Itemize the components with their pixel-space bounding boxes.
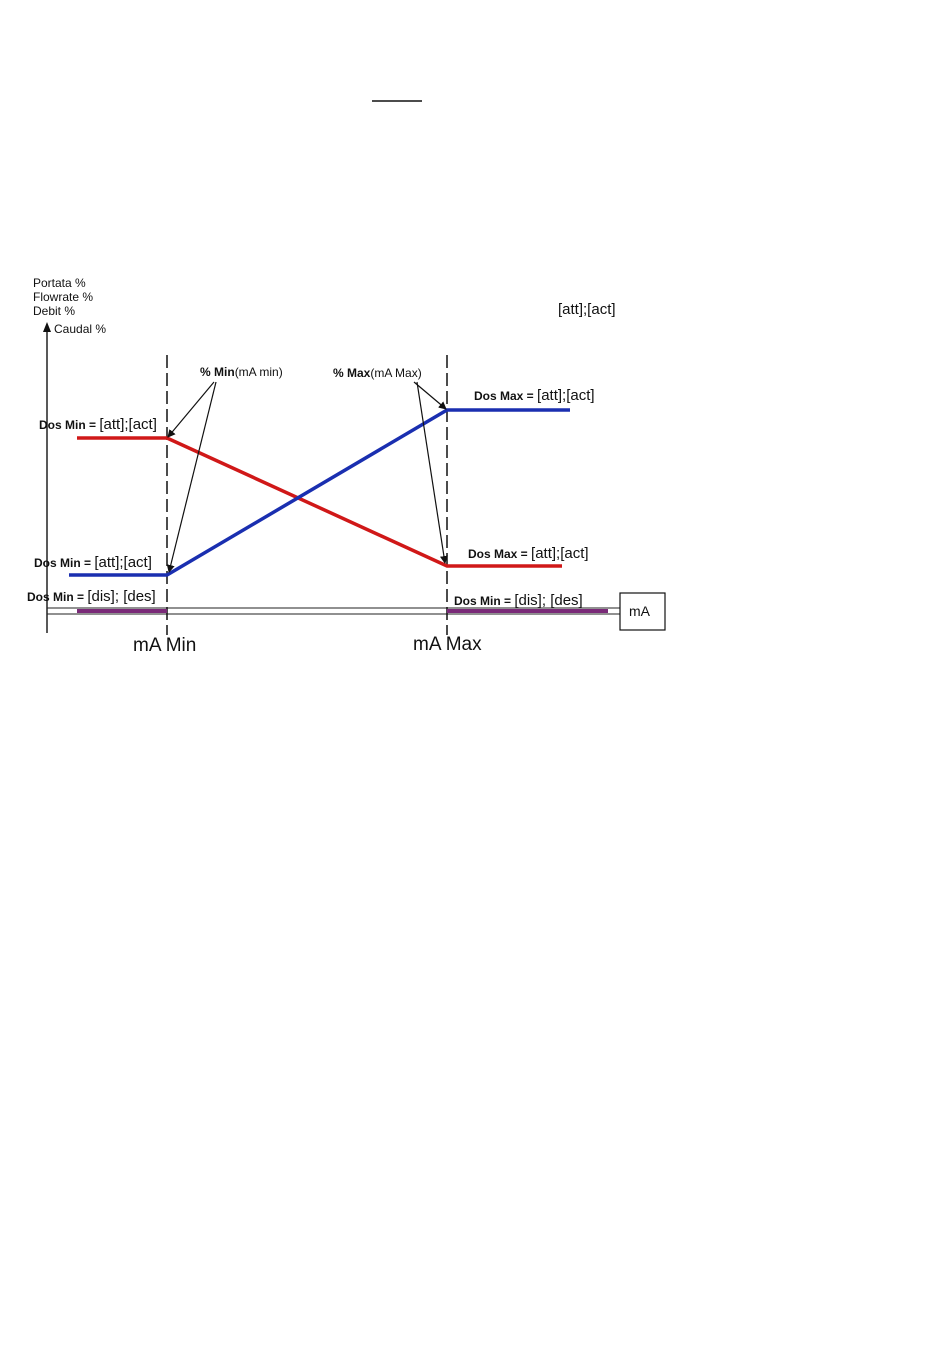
dos-min-dis-label: Dos Min = [dis]; [des] xyxy=(27,588,156,605)
pct-max-arrow-upper xyxy=(413,381,447,410)
dos-min-red-label: Dos Min = [att];[act] xyxy=(39,416,157,433)
pct-max-prefix: % xyxy=(333,366,347,380)
dos-min-dis-right-label: Dos Min = [dis]; [des] xyxy=(454,592,583,609)
pct-max-arrow-lower xyxy=(416,381,448,564)
pct-max-bold: Max xyxy=(347,366,371,380)
pct-min-suffix: (mA min) xyxy=(235,365,283,379)
dos-min-blue-prefix: Dos Min = xyxy=(34,556,94,570)
pct-min-arrow-upper xyxy=(167,381,215,438)
dos-min-red-prefix: Dos Min = xyxy=(39,418,99,432)
dos-max-blue-value: [att];[act] xyxy=(537,387,595,404)
dos-max-red-prefix: Dos Max = xyxy=(468,547,531,561)
dos-min-dis-right-value: [dis]; [des] xyxy=(514,592,582,609)
dos-max-blue-prefix: Dos Max = xyxy=(474,389,537,403)
ma-max-label: mA Max xyxy=(413,634,482,655)
blue-dosing-line xyxy=(69,408,570,577)
pct-max-annotation: % Max(mA Max) xyxy=(333,366,422,380)
y-label-flowrate: Flowrate % xyxy=(33,290,93,304)
dos-min-dis-prefix: Dos Min = xyxy=(27,590,87,604)
ma-min-label: mA Min xyxy=(133,635,196,656)
y-axis-arrow xyxy=(43,322,51,332)
y-label-portata: Portata % xyxy=(33,276,86,290)
ma-unit-label: mA xyxy=(629,603,651,619)
y-label-debit: Debit % xyxy=(33,304,75,318)
dos-max-blue-label: Dos Max = [att];[act] xyxy=(474,387,595,404)
dos-max-red-value: [att];[act] xyxy=(531,545,589,562)
dos-min-blue-value: [att];[act] xyxy=(94,554,152,571)
red-dosing-line xyxy=(77,436,562,568)
dos-min-dis-value: [dis]; [des] xyxy=(87,588,155,605)
pct-min-annotation: % Min(mA min) xyxy=(200,365,283,379)
dos-min-red-value: [att];[act] xyxy=(99,416,157,433)
ma-unit-box xyxy=(619,592,666,631)
pct-min-arrow-lower xyxy=(166,381,217,573)
dos-max-red-label: Dos Max = [att];[act] xyxy=(468,545,589,562)
mode-label: [att];[act] xyxy=(558,301,616,318)
dos-min-dis-right-prefix: Dos Min = xyxy=(454,594,514,608)
pct-min-prefix: % xyxy=(200,365,214,379)
dos-min-blue-label: Dos Min = [att];[act] xyxy=(34,554,152,571)
pct-min-bold: Min xyxy=(214,365,235,379)
pct-max-suffix: (mA Max) xyxy=(370,366,421,380)
y-label-caudal: Caudal % xyxy=(54,322,106,336)
